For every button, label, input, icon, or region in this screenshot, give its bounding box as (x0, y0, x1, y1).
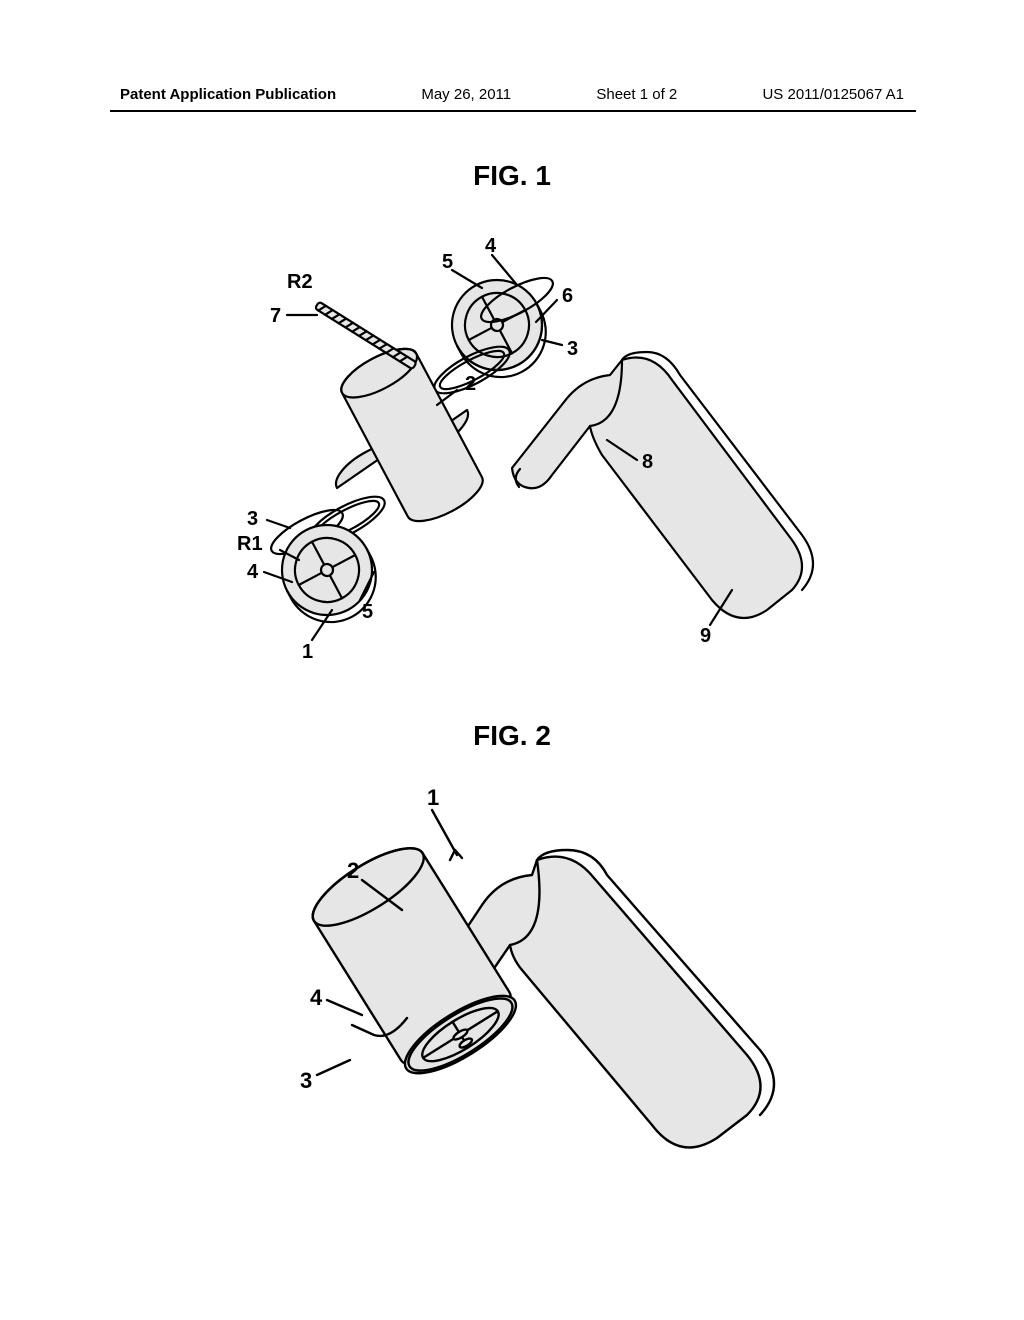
pub-type: Patent Application Publication (120, 86, 336, 103)
label2-3: 3 (300, 1068, 312, 1093)
label-6: 6 (562, 285, 573, 307)
wheel-top (436, 264, 561, 393)
label-4-bot: 4 (247, 561, 259, 583)
label2-4: 4 (310, 985, 323, 1010)
header-rule (110, 110, 916, 112)
figure-2: .st2 { stroke:#000; stroke-width:2.4; fi… (0, 770, 1024, 1200)
label-R1: R1 (237, 533, 263, 555)
handle (512, 352, 813, 618)
label-3-top: 3 (567, 338, 578, 360)
label-2: 2 (465, 373, 476, 395)
label-1: 1 (302, 641, 313, 663)
patent-page: Patent Application Publication May 26, 2… (0, 0, 1024, 1320)
figure-1-title: FIG. 1 (0, 160, 1024, 192)
label-R2: R2 (287, 271, 313, 293)
label2-2: 2 (347, 858, 359, 883)
label-4-top: 4 (485, 235, 497, 257)
pub-date: May 26, 2011 (421, 86, 511, 103)
label-7: 7 (270, 305, 281, 327)
label-3-bot: 3 (247, 508, 258, 530)
sheet-info: Sheet 1 of 2 (596, 86, 677, 103)
figure-2-title: FIG. 2 (0, 720, 1024, 752)
label-8: 8 (642, 451, 653, 473)
label2-1: 1 (427, 785, 439, 810)
figure-1: .st { stroke:#000; stroke-width:2.2; fil… (0, 230, 1024, 700)
label-5-bot: 5 (362, 601, 373, 623)
pub-number: US 2011/0125067 A1 (762, 86, 904, 103)
label-9: 9 (700, 625, 711, 647)
page-header: Patent Application Publication May 26, 2… (0, 86, 1024, 103)
threaded-rod (315, 302, 417, 370)
label-5-top: 5 (442, 251, 453, 273)
